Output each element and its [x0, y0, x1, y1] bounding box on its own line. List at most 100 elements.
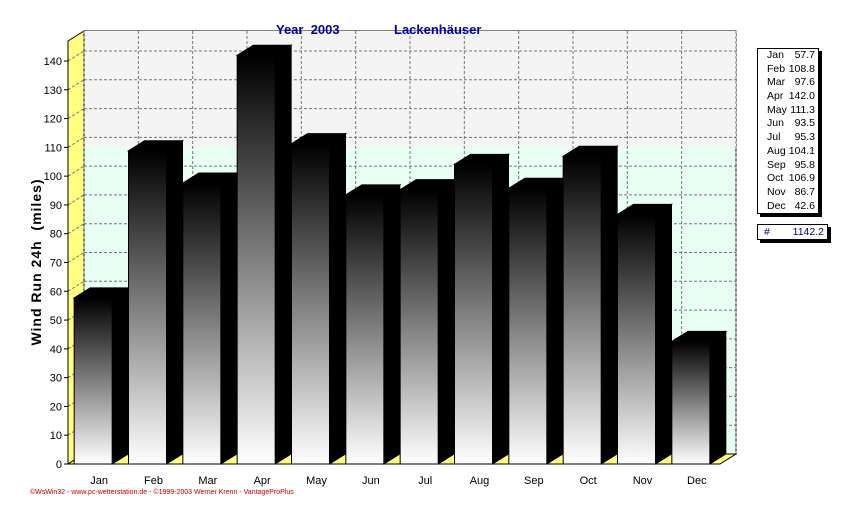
gridline-side — [67, 108, 85, 119]
bar — [561, 145, 619, 465]
value-legend: Jan 57.7 Feb 108.8 Mar 97.6 Apr 142.0 May 111.3 Ju… — [757, 48, 819, 215]
y-tick-label: 30 — [50, 373, 62, 385]
y-tick-label: 100 — [44, 171, 62, 183]
x-tick-label: Sep — [524, 475, 544, 487]
bar-side — [655, 203, 672, 465]
bar-front — [508, 187, 548, 465]
chart-title-year: Year 2003 — [276, 22, 340, 37]
legend-value: 95.3 — [794, 131, 815, 144]
legend-month: Feb — [767, 62, 786, 75]
bar-side — [329, 132, 346, 465]
bar-side — [383, 183, 401, 465]
y-tick-label: 0 — [56, 459, 62, 471]
legend-value: 42.6 — [794, 199, 815, 212]
bar — [670, 330, 728, 465]
x-tick-label: Feb — [144, 475, 163, 487]
legend-row: Sep 95.8 — [758, 159, 818, 173]
legend-value: 93.5 — [794, 117, 815, 130]
legend-row: Oct 106.9 — [758, 172, 818, 186]
legend-total-symbol: # — [764, 226, 770, 238]
legend-row: Dec 42.6 — [758, 200, 818, 214]
legend-month: Apr — [767, 90, 784, 103]
bar — [615, 203, 674, 465]
bar-front — [454, 163, 493, 465]
gridline-side — [67, 194, 85, 206]
y-tick-label: 40 — [50, 344, 62, 356]
gridline-side — [67, 165, 85, 177]
gridline-side — [67, 136, 85, 148]
y-tick-label: 50 — [50, 315, 62, 327]
bar-side — [166, 139, 183, 465]
legend-row: Jun 93.5 — [758, 117, 818, 131]
bar — [235, 44, 293, 465]
legend-row: Apr 142.0 — [758, 90, 818, 104]
legend-month: Mar — [767, 76, 786, 89]
y-tick-label: 140 — [44, 56, 62, 68]
x-tick-label: Dec — [687, 475, 707, 487]
bar-front — [291, 143, 330, 465]
bar — [181, 172, 239, 465]
copyright-footer: ©WsWin32 - www.pc-wetterstation.de - ©19… — [30, 489, 294, 496]
bar — [398, 178, 456, 465]
bar-front — [617, 213, 656, 465]
y-tick-label: 120 — [44, 114, 62, 126]
x-tick-label: Jan — [90, 475, 108, 487]
y-tick-label: 80 — [50, 229, 62, 241]
legend-month: Oct — [767, 172, 784, 185]
legend-total-value: 1142.2 — [792, 226, 824, 238]
gridline-side — [67, 223, 85, 235]
bar-front — [671, 340, 711, 465]
legend-value: 108.8 — [788, 62, 815, 75]
gridline-side — [67, 50, 85, 62]
legend-month: Nov — [767, 185, 786, 198]
bar — [289, 132, 348, 465]
legend-month: Dec — [767, 199, 786, 212]
legend-month: Jul — [767, 131, 781, 144]
bar — [72, 287, 130, 465]
bar — [344, 183, 402, 465]
x-tick-label: Mar — [198, 475, 217, 487]
bar-side — [546, 177, 564, 465]
y-axis-label: Wind Run 24h (miles) — [28, 178, 44, 346]
legend-value: 97.6 — [794, 76, 815, 89]
gridline-side — [67, 280, 85, 292]
bar-front — [128, 150, 167, 465]
x-tick-label: Oct — [580, 475, 597, 487]
legend-month: Jan — [767, 49, 784, 61]
legend-value: 104.1 — [788, 144, 815, 157]
bar — [507, 177, 565, 465]
x-tick-label: May — [306, 475, 327, 487]
gridline-side — [67, 252, 85, 263]
legend-month: Jun — [767, 117, 784, 130]
legend-value: 57.7 — [794, 49, 815, 61]
legend-month: Aug — [767, 144, 786, 157]
y-tick-label: 60 — [50, 286, 62, 298]
bar-side — [274, 44, 292, 465]
legend-row: Jan 57.7 — [758, 49, 818, 63]
bar-side — [111, 287, 129, 465]
bar — [126, 139, 185, 465]
bar-front — [399, 189, 439, 465]
legend-month: Sep — [767, 158, 786, 171]
y-tick-label: 130 — [44, 85, 62, 97]
x-tick-label: Aug — [470, 475, 490, 487]
legend-row: Jul 95.3 — [758, 131, 818, 145]
legend-month: May — [767, 103, 787, 116]
legend-total: # 1142.2 — [757, 224, 828, 240]
legend-value: 111.3 — [790, 103, 815, 116]
bar-front — [562, 155, 602, 465]
y-tick-label: 20 — [50, 401, 62, 413]
bar-side — [220, 172, 238, 465]
legend-value: 106.9 — [788, 172, 815, 185]
y-tick-label: 70 — [50, 258, 62, 270]
legend-row: Nov 86.7 — [758, 186, 818, 200]
legend-value: 95.8 — [794, 158, 815, 171]
bar-front — [345, 194, 385, 465]
legend-value: 86.7 — [794, 185, 815, 198]
bar-front — [73, 297, 113, 465]
legend-row: Feb 108.8 — [758, 63, 818, 77]
legend-row: Mar 97.6 — [758, 76, 818, 90]
x-tick-label: Nov — [633, 475, 653, 487]
